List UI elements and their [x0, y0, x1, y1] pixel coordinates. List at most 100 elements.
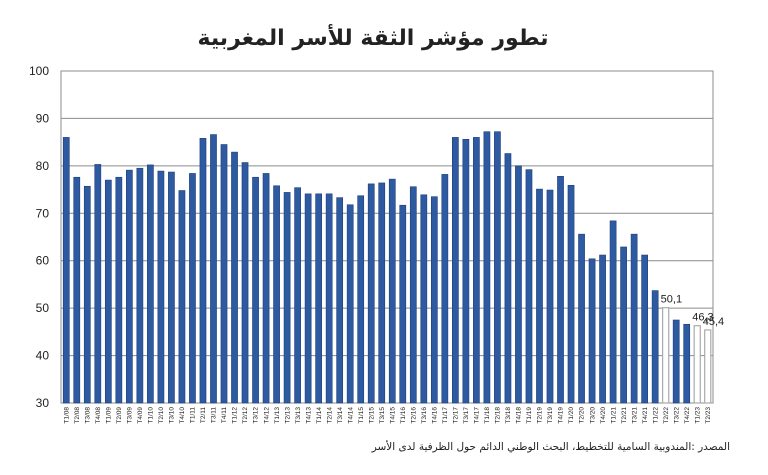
- bar: [346, 204, 354, 404]
- x-tick-label: T3/08: [84, 407, 91, 424]
- x-tick-label: T2/20: [579, 407, 586, 424]
- bar: [430, 196, 438, 404]
- x-tick-label: T3/13: [295, 407, 302, 424]
- bar: [273, 185, 280, 404]
- x-tick-label: T1/13: [274, 407, 281, 424]
- x-tick-label: T1/23: [694, 407, 701, 424]
- x-tick-label: T1/18: [484, 407, 491, 424]
- bar: [693, 325, 701, 404]
- bar: [357, 195, 365, 404]
- bar: [231, 151, 238, 404]
- bar: [651, 290, 659, 404]
- bar: [388, 178, 396, 404]
- bar: [567, 185, 575, 404]
- x-tick-label: T3/21: [631, 407, 638, 424]
- bar: [294, 187, 301, 404]
- plot-frame: [60, 70, 714, 404]
- x-tick-label: T2/21: [621, 407, 628, 424]
- bar: [494, 131, 501, 404]
- data-label: 45,4: [703, 316, 724, 328]
- x-tick-label: T4/18: [516, 407, 523, 424]
- x-tick-label: T4/13: [305, 407, 312, 424]
- bar: [641, 254, 648, 404]
- x-tick-label: T4/10: [179, 407, 186, 424]
- x-tick-label: T1/11: [190, 407, 197, 424]
- x-tick-label: T3/16: [421, 407, 428, 424]
- bar: [157, 170, 165, 404]
- bar: [336, 197, 344, 404]
- x-tick-label: T3/22: [673, 407, 680, 424]
- bar: [536, 188, 543, 404]
- x-tick-label: T3/20: [589, 407, 596, 424]
- x-tick-label: T2/17: [453, 407, 460, 424]
- bar: [178, 190, 186, 404]
- bar: [262, 173, 270, 404]
- x-tick-label: T4/16: [432, 407, 439, 424]
- x-tick-label: T3/09: [127, 407, 134, 424]
- chart-title: تطور مؤشر الثقة للأسر المغربية: [197, 23, 548, 51]
- bar: [199, 138, 207, 404]
- bar: [115, 176, 123, 404]
- x-tick-label: T2/14: [326, 407, 333, 424]
- bar: [599, 254, 606, 404]
- y-tick-label: 80: [36, 159, 50, 173]
- bar: [367, 183, 375, 404]
- bar: [220, 144, 228, 404]
- y-tick-label: 100: [29, 64, 49, 78]
- x-tick-label: T2/13: [284, 407, 291, 424]
- bar: [578, 233, 585, 404]
- x-tick-label: T2/10: [158, 407, 165, 424]
- bar: [304, 193, 312, 404]
- x-tick-label: T3/18: [505, 407, 512, 424]
- x-tick-label: T2/08: [74, 407, 81, 424]
- x-tick-label: T1/15: [358, 407, 365, 424]
- bar: [546, 189, 554, 404]
- bar: [315, 193, 322, 404]
- y-tick-label: 90: [36, 111, 50, 125]
- bar: [73, 176, 81, 404]
- x-tick-label: T2/09: [116, 407, 123, 424]
- x-tick-label: T4/19: [558, 407, 565, 424]
- x-tick-label: T3/17: [463, 407, 470, 424]
- bar: [378, 182, 386, 404]
- x-tick-label: T4/21: [642, 407, 649, 424]
- bar: [62, 137, 70, 404]
- y-tick-label: 30: [36, 396, 50, 410]
- bar: [672, 319, 680, 404]
- bar: [483, 131, 491, 404]
- x-tick-label: T1/12: [232, 407, 239, 424]
- bar: [704, 329, 712, 404]
- bar: [525, 169, 533, 404]
- bar: [210, 134, 217, 404]
- x-tick-label: T4/12: [263, 407, 270, 424]
- x-tick-label: T1/08: [63, 407, 70, 424]
- x-tick-label: T2/22: [663, 407, 670, 424]
- x-tick-label: T3/12: [253, 407, 260, 424]
- bar: [557, 175, 564, 404]
- x-tick-label: T4/17: [474, 407, 481, 424]
- bar: [609, 220, 617, 404]
- x-tick-label: T4/11: [221, 407, 228, 424]
- bar: [588, 258, 596, 404]
- data-label: 46,3: [692, 312, 713, 324]
- bar: [241, 162, 249, 404]
- bar: [452, 137, 459, 404]
- data-label: 50,1: [661, 294, 682, 306]
- x-tick-label: T2/23: [705, 407, 712, 424]
- bar: [168, 171, 175, 404]
- bar: [409, 186, 417, 404]
- bar: [462, 138, 470, 404]
- x-tick-label: T1/17: [442, 407, 449, 424]
- x-tick-label: T1/19: [526, 407, 533, 424]
- y-tick-label: 70: [36, 206, 50, 220]
- x-tick-label: T1/10: [148, 407, 155, 424]
- x-tick-label: T1/20: [568, 407, 575, 424]
- bar: [325, 193, 333, 404]
- source-note: المصدر :المندوبية السامية للتخطيط، البحث…: [371, 440, 730, 453]
- x-tick-label: T4/09: [137, 407, 144, 424]
- x-tick-label: T1/14: [316, 407, 323, 424]
- bar: [683, 323, 691, 404]
- bar: [147, 164, 154, 404]
- x-tick-label: T3/15: [379, 407, 386, 424]
